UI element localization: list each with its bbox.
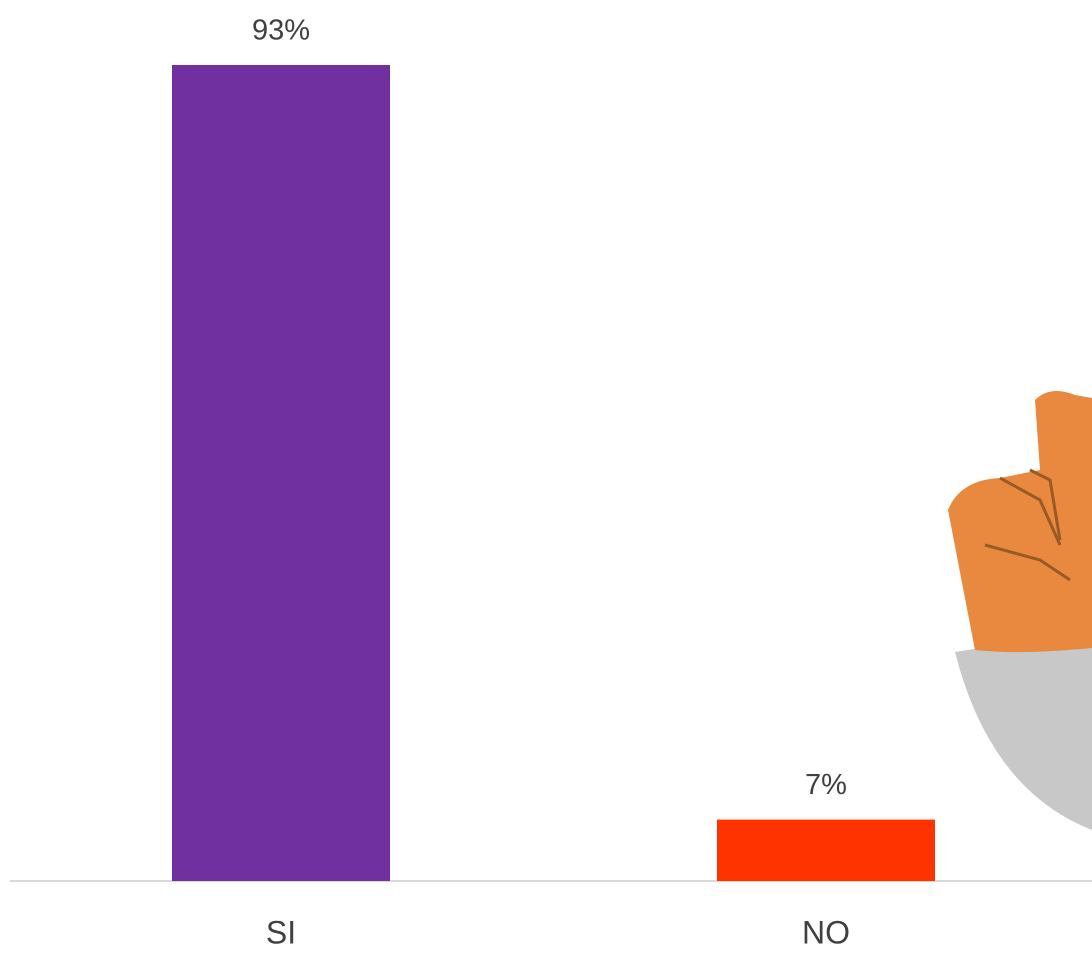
x-tick-label: SI — [266, 914, 296, 950]
sleeve — [955, 635, 1092, 830]
bar — [717, 819, 935, 881]
bar — [172, 65, 390, 881]
hand-lines — [984, 468, 1071, 582]
hand-illustration — [948, 391, 1092, 830]
value-label: 93% — [252, 15, 310, 47]
value-label: 7% — [805, 769, 847, 801]
x-tick-label: NO — [802, 914, 850, 950]
hand — [948, 391, 1092, 653]
